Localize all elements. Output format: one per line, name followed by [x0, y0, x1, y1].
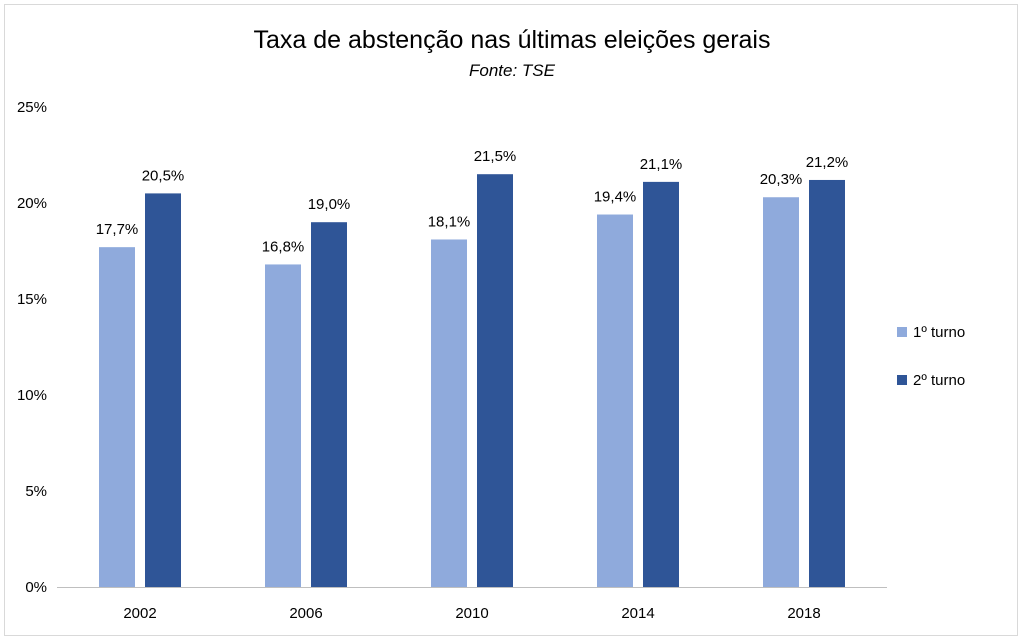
legend-swatch: [897, 327, 907, 337]
legend: 1º turno 2º turno: [897, 324, 965, 389]
bar-2018-series-1: [763, 197, 799, 588]
x-tick-label: 2002: [123, 605, 156, 622]
bar-2014-series-1: [597, 214, 633, 587]
bars: 17,7% 20,5% 16,8% 19,0% 18,1% 21,5% 19,4%21,1%…: [96, 148, 849, 588]
x-tick-label: 2014: [621, 605, 654, 622]
data-label: 19,4%: [594, 189, 637, 206]
y-tick-label: 15%: [17, 291, 47, 308]
data-label: 21,1%: [640, 156, 683, 173]
legend-label: 2º turno: [913, 372, 965, 389]
x-tick-label: 2018: [787, 605, 820, 622]
legend-label: 1º turno: [913, 324, 965, 341]
data-label: 21,2%: [806, 154, 849, 171]
bar-2010-series-2: [477, 174, 513, 587]
data-label: 21,5%: [474, 148, 517, 165]
y-axis: 0% 5% 10% 15% 20% 25%: [17, 99, 47, 596]
bar-2018-series-2: [809, 179, 845, 587]
data-label: 19,0%: [308, 196, 351, 213]
chart-subtitle: Fonte: TSE: [469, 61, 556, 80]
y-tick-label: 25%: [17, 99, 47, 116]
y-tick-label: 0%: [25, 579, 47, 596]
x-tick-label: 2006: [289, 605, 322, 622]
legend-swatch: [897, 375, 907, 385]
data-label: 20,5%: [142, 167, 185, 184]
y-tick-label: 10%: [17, 387, 47, 404]
x-tick-label: 2010: [455, 605, 488, 622]
bar-2010-series-1: [431, 239, 467, 588]
bar-2006-series-1: [265, 264, 301, 587]
bar-2006-series-2: [311, 222, 347, 587]
chart-title: Taxa de abstenção nas últimas eleições g…: [254, 26, 771, 54]
bar-2002-series-2: [145, 193, 181, 587]
data-label: 20,3%: [760, 171, 803, 188]
data-label: 17,7%: [96, 221, 139, 238]
bar-2014-series-2: [643, 181, 679, 587]
bar-2002-series-1: [99, 247, 135, 587]
data-label: 18,1%: [428, 213, 471, 230]
y-tick-label: 20%: [17, 195, 47, 212]
data-label: 16,8%: [262, 238, 305, 255]
x-axis: 2002 2006 2010 2014 2018: [57, 587, 887, 622]
y-tick-label: 5%: [25, 483, 47, 500]
